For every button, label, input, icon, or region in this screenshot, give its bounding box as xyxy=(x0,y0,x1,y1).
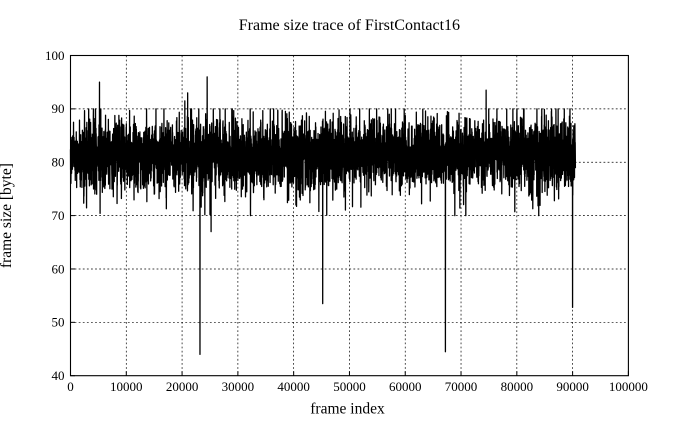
svg-text:90: 90 xyxy=(52,101,65,116)
svg-text:50000: 50000 xyxy=(333,379,366,394)
svg-text:40000: 40000 xyxy=(277,379,310,394)
svg-text:80: 80 xyxy=(52,155,65,170)
svg-text:0: 0 xyxy=(67,379,74,394)
svg-text:60000: 60000 xyxy=(389,379,422,394)
svg-text:70: 70 xyxy=(52,208,65,223)
svg-text:90000: 90000 xyxy=(556,379,589,394)
svg-text:20000: 20000 xyxy=(166,379,199,394)
svg-text:80000: 80000 xyxy=(501,379,534,394)
svg-text:10000: 10000 xyxy=(110,379,143,394)
svg-text:60: 60 xyxy=(52,261,65,276)
svg-text:frame index: frame index xyxy=(310,401,385,418)
svg-text:40: 40 xyxy=(52,368,65,383)
svg-text:100: 100 xyxy=(45,48,65,63)
svg-text:frame size [byte]: frame size [byte] xyxy=(0,163,15,268)
svg-text:70000: 70000 xyxy=(445,379,478,394)
svg-text:50: 50 xyxy=(52,315,65,330)
svg-text:Frame size trace of FirstConta: Frame size trace of FirstContact16 xyxy=(239,17,460,34)
svg-text:100000: 100000 xyxy=(609,379,648,394)
svg-text:30000: 30000 xyxy=(222,379,255,394)
